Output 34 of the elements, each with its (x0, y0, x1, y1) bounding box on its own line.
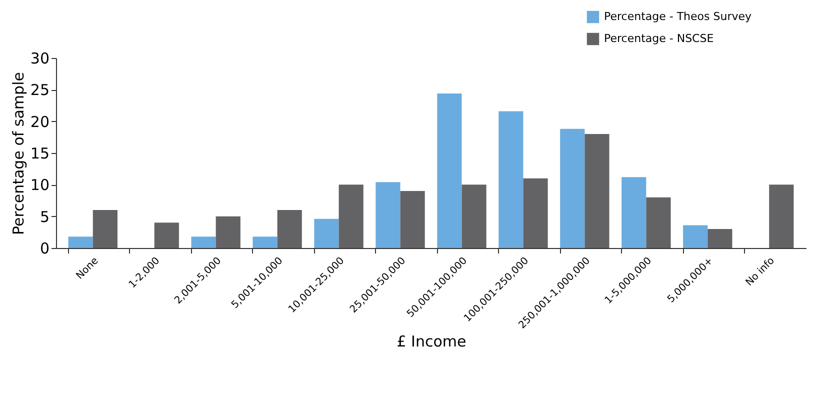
bar (154, 222, 179, 248)
bar (277, 210, 302, 248)
legend-label: Percentage - NSCSE (604, 32, 714, 45)
x-tick-label: No info (744, 256, 777, 288)
bar (769, 184, 794, 248)
legend-label: Percentage - Theos Survey (604, 10, 752, 23)
y-tick-label: 30 (30, 50, 50, 68)
bar (191, 236, 216, 248)
bar (523, 178, 548, 248)
y-tick-label: 0 (40, 240, 50, 258)
x-axis-title: £ Income (396, 332, 466, 350)
bar (462, 184, 486, 248)
bar (400, 191, 425, 248)
y-tick-label: 15 (30, 144, 50, 162)
y-tick-label: 10 (30, 176, 50, 194)
bar (708, 229, 732, 248)
bar (252, 236, 278, 248)
y-tick-label: 5 (40, 208, 50, 226)
bar (216, 216, 240, 248)
bar (68, 236, 93, 248)
y-tick-label: 25 (30, 81, 50, 100)
bar (437, 93, 462, 248)
bar (646, 197, 671, 248)
bar (584, 134, 610, 248)
bar (376, 182, 400, 248)
bar (92, 210, 118, 248)
bar (622, 177, 646, 248)
bar (314, 218, 339, 248)
bar (498, 111, 524, 248)
bar (560, 128, 585, 248)
y-tick-label: 20 (30, 112, 50, 131)
bar (338, 184, 364, 248)
y-axis-title: Percentage of sample (9, 72, 28, 235)
bar (683, 225, 708, 248)
